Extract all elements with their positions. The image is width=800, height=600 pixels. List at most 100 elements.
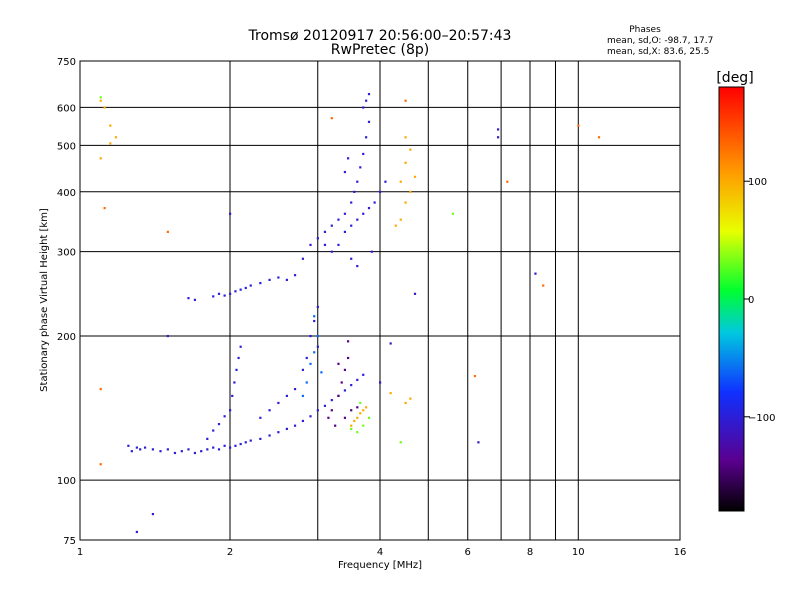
data-points-layer <box>99 92 601 534</box>
data-point <box>356 378 359 381</box>
data-point <box>180 450 183 453</box>
data-point <box>477 441 480 444</box>
data-point <box>409 190 412 193</box>
data-point <box>353 419 356 423</box>
data-point <box>143 446 147 449</box>
data-point <box>268 409 271 412</box>
data-point <box>193 298 197 301</box>
data-point <box>534 272 537 275</box>
data-point <box>239 288 242 291</box>
data-point <box>99 463 102 466</box>
data-point <box>404 401 407 405</box>
stats-line-x: mean, sd,X: 83.6, 25.5 <box>607 47 709 57</box>
data-point <box>237 356 240 360</box>
data-point <box>293 274 297 277</box>
data-point <box>217 292 221 295</box>
data-point <box>384 180 387 183</box>
data-point <box>451 212 455 215</box>
data-point <box>316 345 319 348</box>
data-point <box>187 448 190 451</box>
data-point <box>389 342 392 345</box>
data-point <box>330 224 333 227</box>
data-point <box>413 175 417 178</box>
data-point <box>159 450 162 453</box>
data-point <box>313 315 316 318</box>
data-point <box>323 230 327 233</box>
data-point <box>367 92 371 96</box>
data-point <box>234 290 237 293</box>
data-point <box>394 224 397 227</box>
data-point <box>277 431 280 434</box>
data-point <box>259 416 262 419</box>
x-axis-label: Frequency [MHz] <box>338 560 422 571</box>
chart-title: Tromsø 20120917 20:56:00–20:57:43 <box>248 28 512 44</box>
data-point <box>404 161 407 164</box>
data-point <box>330 117 333 120</box>
data-point <box>109 124 112 127</box>
data-point <box>379 381 382 384</box>
data-point <box>362 106 365 109</box>
data-point <box>356 431 359 434</box>
data-point <box>367 120 371 123</box>
data-point <box>301 419 305 423</box>
y-tick-label: 750 <box>57 57 76 68</box>
grid-layer <box>80 61 680 540</box>
data-point <box>293 387 297 391</box>
data-point <box>212 446 215 449</box>
stats-heading: Phases <box>629 25 661 35</box>
data-point <box>337 394 340 398</box>
data-point <box>389 392 392 395</box>
data-point <box>309 415 312 418</box>
data-point <box>316 409 319 412</box>
data-point <box>130 450 133 453</box>
data-point <box>301 394 305 398</box>
data-point <box>327 416 330 419</box>
data-point <box>337 218 340 221</box>
data-point <box>542 284 545 287</box>
data-point <box>244 441 247 444</box>
data-point <box>399 218 402 221</box>
data-point <box>323 243 327 246</box>
data-point <box>356 264 359 268</box>
data-point <box>340 381 343 384</box>
data-point <box>330 399 333 402</box>
data-point <box>212 295 215 298</box>
data-point <box>313 319 316 323</box>
colorbar-label: [deg] <box>716 70 753 86</box>
data-point <box>320 371 323 374</box>
data-point <box>99 99 102 102</box>
data-point <box>350 409 353 412</box>
data-point <box>343 368 347 371</box>
data-point <box>356 416 359 419</box>
data-point <box>229 409 232 412</box>
data-point <box>231 394 234 398</box>
data-point <box>229 446 232 449</box>
data-point <box>244 286 247 290</box>
data-point <box>506 180 509 183</box>
data-point <box>350 424 353 427</box>
data-point <box>399 441 402 444</box>
data-point <box>127 444 130 447</box>
data-point <box>597 136 601 139</box>
data-point <box>233 381 236 384</box>
colorbar-ticks: −100 0 100 <box>744 177 775 424</box>
data-point <box>334 424 337 427</box>
y-tick-label: 100 <box>57 476 76 487</box>
data-point <box>362 152 365 156</box>
x-tick-labels: 1 2 4 6 8 10 16 <box>77 547 687 558</box>
data-point <box>206 448 209 451</box>
data-point <box>200 450 203 453</box>
data-point <box>206 437 209 440</box>
data-point <box>496 128 500 131</box>
data-point <box>379 190 382 193</box>
data-point <box>359 166 362 169</box>
data-point <box>316 334 319 338</box>
data-point <box>409 397 412 400</box>
data-point <box>365 136 368 139</box>
data-point <box>362 212 365 215</box>
data-point <box>166 448 169 451</box>
data-point <box>305 356 308 360</box>
data-point <box>239 345 242 348</box>
data-point <box>316 305 319 309</box>
data-point <box>193 451 197 455</box>
